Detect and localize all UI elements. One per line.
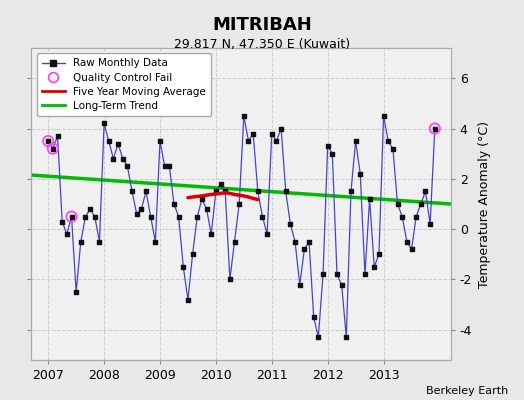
Point: [365, 196, 374, 202]
Point: [58, 218, 67, 225]
Point: [53, 133, 62, 139]
Point: [319, 271, 327, 278]
Point: [221, 188, 230, 195]
Text: 29.817 N, 47.350 E (Kuwait): 29.817 N, 47.350 E (Kuwait): [174, 38, 350, 51]
Point: [179, 264, 188, 270]
Point: [128, 188, 136, 195]
Point: [44, 138, 52, 144]
Point: [174, 213, 183, 220]
Point: [109, 156, 117, 162]
Point: [100, 120, 108, 127]
Point: [417, 201, 425, 207]
Point: [398, 213, 407, 220]
Point: [361, 271, 369, 278]
Point: [258, 213, 267, 220]
Point: [286, 221, 294, 227]
Point: [412, 213, 420, 220]
Point: [170, 201, 178, 207]
Point: [198, 196, 206, 202]
Point: [86, 206, 94, 212]
Point: [244, 138, 253, 144]
Point: [272, 138, 281, 144]
Point: [263, 231, 271, 237]
Point: [347, 188, 355, 195]
Legend: Raw Monthly Data, Quality Control Fail, Five Year Moving Average, Long-Term Tren: Raw Monthly Data, Quality Control Fail, …: [37, 53, 211, 116]
Point: [226, 276, 234, 283]
Point: [133, 211, 141, 217]
Point: [67, 213, 75, 220]
Point: [431, 125, 439, 132]
Point: [202, 206, 211, 212]
Point: [151, 238, 159, 245]
Point: [147, 213, 155, 220]
Point: [77, 238, 85, 245]
Point: [426, 221, 434, 227]
Point: [268, 130, 276, 137]
Point: [91, 213, 99, 220]
Point: [379, 113, 388, 119]
Point: [81, 213, 90, 220]
Point: [389, 146, 397, 152]
Point: [337, 281, 346, 288]
Point: [296, 281, 304, 288]
Point: [314, 334, 323, 340]
Point: [249, 130, 257, 137]
Point: [407, 246, 416, 252]
Point: [231, 238, 239, 245]
Point: [156, 138, 164, 144]
Point: [370, 264, 378, 270]
Point: [123, 163, 132, 170]
Point: [333, 271, 341, 278]
Y-axis label: Temperature Anomaly (°C): Temperature Anomaly (°C): [477, 120, 490, 288]
Point: [421, 188, 430, 195]
Point: [44, 138, 52, 144]
Point: [193, 213, 201, 220]
Point: [184, 296, 192, 303]
Point: [291, 238, 299, 245]
Point: [49, 146, 57, 152]
Point: [235, 201, 243, 207]
Point: [342, 334, 351, 340]
Point: [95, 238, 104, 245]
Point: [142, 188, 150, 195]
Point: [207, 231, 215, 237]
Point: [305, 238, 313, 245]
Point: [323, 143, 332, 149]
Point: [431, 125, 439, 132]
Point: [165, 163, 173, 170]
Point: [328, 150, 336, 157]
Point: [137, 206, 146, 212]
Point: [394, 201, 402, 207]
Point: [160, 163, 169, 170]
Point: [402, 238, 411, 245]
Point: [300, 246, 309, 252]
Point: [239, 113, 248, 119]
Point: [67, 213, 75, 220]
Point: [72, 289, 80, 295]
Text: Berkeley Earth: Berkeley Earth: [426, 386, 508, 396]
Text: MITRIBAH: MITRIBAH: [212, 16, 312, 34]
Point: [352, 138, 360, 144]
Point: [216, 181, 225, 187]
Point: [189, 251, 197, 258]
Point: [384, 138, 392, 144]
Point: [118, 156, 127, 162]
Point: [356, 171, 365, 177]
Point: [105, 138, 113, 144]
Point: [254, 188, 262, 195]
Point: [114, 140, 122, 147]
Point: [375, 251, 383, 258]
Point: [49, 146, 57, 152]
Point: [63, 231, 71, 237]
Point: [212, 188, 220, 195]
Point: [277, 125, 285, 132]
Point: [281, 188, 290, 195]
Point: [310, 314, 318, 320]
